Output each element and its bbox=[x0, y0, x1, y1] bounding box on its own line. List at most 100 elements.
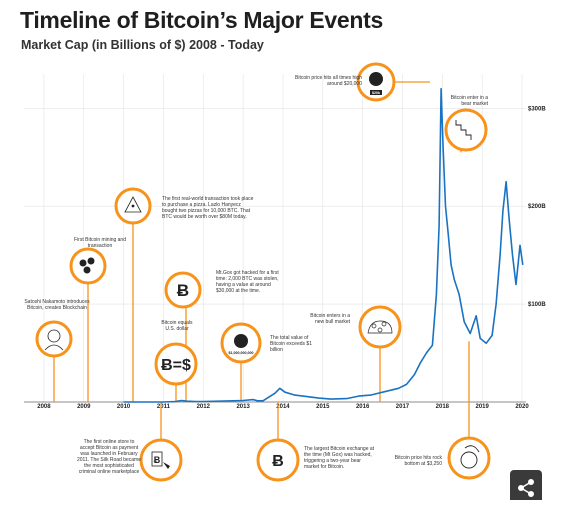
data-point bbox=[257, 400, 258, 401]
x-tick-label: 2017 bbox=[396, 404, 410, 410]
data-point bbox=[447, 230, 448, 231]
data-point bbox=[143, 401, 144, 402]
x-tick-label: 2014 bbox=[276, 404, 290, 410]
data-point bbox=[451, 264, 452, 265]
data-point bbox=[420, 362, 421, 363]
data-point bbox=[243, 400, 244, 401]
data-point bbox=[509, 220, 510, 221]
svg-text:Ƀ=$: Ƀ=$ bbox=[161, 357, 191, 374]
x-tick-label: 2018 bbox=[436, 404, 450, 410]
note-pizza: The first real-world transaction took pl… bbox=[162, 196, 254, 220]
note-bull: Bitcoin enters in a new bull market bbox=[310, 313, 350, 325]
data-point bbox=[476, 315, 477, 316]
data-point bbox=[163, 401, 164, 402]
note-mtgox2: The largest Bitcoin exchange at the time… bbox=[304, 446, 375, 470]
data-point bbox=[253, 399, 254, 400]
data-point bbox=[454, 279, 455, 280]
data-point bbox=[426, 352, 427, 353]
x-tick-label: 2012 bbox=[197, 404, 211, 410]
x-tick-label: 2011 bbox=[157, 404, 171, 410]
x-tick-label: 2020 bbox=[515, 404, 529, 410]
data-point bbox=[175, 401, 176, 402]
data-point bbox=[330, 399, 331, 400]
data-point bbox=[274, 393, 275, 394]
svg-text:Ƀ: Ƀ bbox=[272, 453, 284, 470]
svg-text:$20k: $20k bbox=[372, 91, 380, 95]
data-point bbox=[123, 401, 124, 402]
note-ath: Bitcoin price hits all times high around… bbox=[295, 75, 362, 87]
share-icon bbox=[518, 479, 534, 497]
note-satoshi: Satoshi Nakamoto introduces Bitcoin, cre… bbox=[24, 299, 90, 311]
data-point bbox=[459, 294, 460, 295]
data-point bbox=[223, 400, 224, 401]
data-point bbox=[522, 264, 523, 265]
note-mtgox1: Mt.Gox got hacked for a first time: 2,00… bbox=[216, 270, 279, 294]
data-point bbox=[486, 343, 487, 344]
data-point bbox=[500, 255, 501, 256]
network-icon bbox=[358, 305, 402, 349]
note-bear: Bitcoin enter in a bear market bbox=[450, 95, 488, 107]
ball-icon bbox=[447, 436, 491, 480]
hand-icon: Ƀ bbox=[256, 438, 300, 482]
data-point bbox=[432, 345, 433, 346]
person-icon bbox=[35, 320, 73, 358]
data-point bbox=[512, 255, 513, 256]
page-title: Timeline of Bitcoin’s Major Events bbox=[20, 7, 383, 33]
bitcoin-icon: Ƀ bbox=[164, 271, 202, 309]
y-tick-label: $200B bbox=[528, 204, 546, 210]
data-point bbox=[470, 333, 471, 334]
data-point bbox=[318, 398, 319, 399]
x-tick-label: 2010 bbox=[117, 404, 131, 410]
stairs-down-icon bbox=[444, 108, 488, 152]
x-tick-label: 2009 bbox=[77, 404, 91, 410]
data-point bbox=[464, 321, 465, 322]
y-tick-label: $100B bbox=[528, 302, 546, 308]
note-parity: Bitcoin equals U.S. dollar bbox=[161, 320, 193, 332]
data-point bbox=[414, 374, 415, 375]
x-tick-label: 2008 bbox=[37, 404, 51, 410]
page-subtitle: Market Cap (in Billions of $) 2008 - Tod… bbox=[21, 38, 264, 52]
data-point bbox=[203, 401, 204, 402]
data-point bbox=[306, 396, 307, 397]
cart-icon: Ƀ bbox=[139, 438, 183, 482]
y-tick-label: $300B bbox=[528, 106, 546, 112]
svg-text:Ƀ: Ƀ bbox=[177, 281, 189, 300]
data-point bbox=[443, 147, 444, 148]
data-point bbox=[480, 338, 481, 339]
coins-icon bbox=[69, 247, 107, 285]
data-point bbox=[502, 211, 503, 212]
data-point bbox=[346, 398, 347, 399]
data-point bbox=[279, 388, 280, 389]
data-point bbox=[445, 206, 446, 207]
svg-text:Ƀ: Ƀ bbox=[154, 455, 161, 465]
data-point bbox=[439, 225, 440, 226]
data-point bbox=[492, 335, 493, 336]
data-point bbox=[294, 395, 295, 396]
data-point bbox=[195, 401, 196, 402]
data-point bbox=[370, 395, 371, 396]
data-point bbox=[515, 284, 516, 285]
x-tick-label: 2019 bbox=[475, 404, 489, 410]
note-mining: First Bitcoin mining and transaction bbox=[74, 237, 126, 249]
data-point bbox=[406, 384, 407, 385]
pizza-icon bbox=[114, 187, 152, 225]
bitcoin-vault-icon: $1,000,000,000 bbox=[220, 322, 262, 364]
note-bottom: Bitcoin price hits rock bottom at $3,250 bbox=[394, 455, 442, 467]
data-point bbox=[284, 392, 285, 393]
market-cap-line bbox=[123, 87, 524, 403]
data-point bbox=[181, 400, 182, 401]
x-tick-label: 2015 bbox=[316, 404, 330, 410]
note-billion: The total value of Bitcoin exceeds $1 bi… bbox=[270, 335, 312, 353]
note-silkroad: The first online store to accept Bitcoin… bbox=[76, 439, 142, 475]
data-point bbox=[262, 400, 263, 401]
data-point bbox=[496, 304, 497, 305]
data-point bbox=[187, 401, 188, 402]
data-point bbox=[398, 388, 399, 389]
share-button[interactable] bbox=[510, 470, 542, 500]
data-point bbox=[382, 392, 383, 393]
x-tick-label: 2016 bbox=[356, 404, 370, 410]
data-point bbox=[441, 88, 442, 89]
x-tick-label: 2013 bbox=[236, 404, 250, 410]
